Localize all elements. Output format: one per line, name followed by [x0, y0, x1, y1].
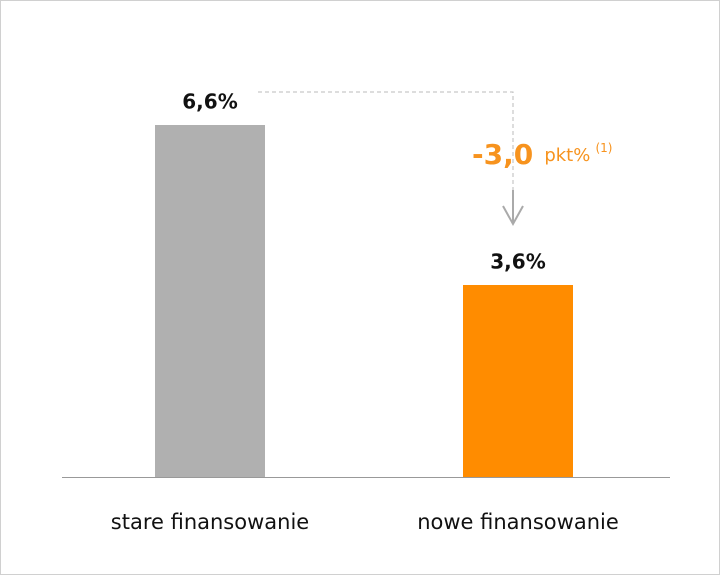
annotation-note: (1)	[595, 141, 612, 155]
annotation-unit: pkt%	[544, 145, 590, 166]
connector	[258, 91, 514, 190]
value-label: 3,6%	[490, 250, 545, 274]
annotation: -3,0 pkt% (1)	[472, 138, 612, 171]
bar	[155, 125, 265, 477]
bar	[463, 285, 573, 477]
arrow	[502, 190, 524, 227]
value-label: 6,6%	[182, 90, 237, 114]
annotation-value: -3,0	[472, 138, 533, 171]
x-tick-label: nowe finansowanie	[417, 510, 619, 534]
x-tick-label: stare finansowanie	[111, 510, 309, 534]
